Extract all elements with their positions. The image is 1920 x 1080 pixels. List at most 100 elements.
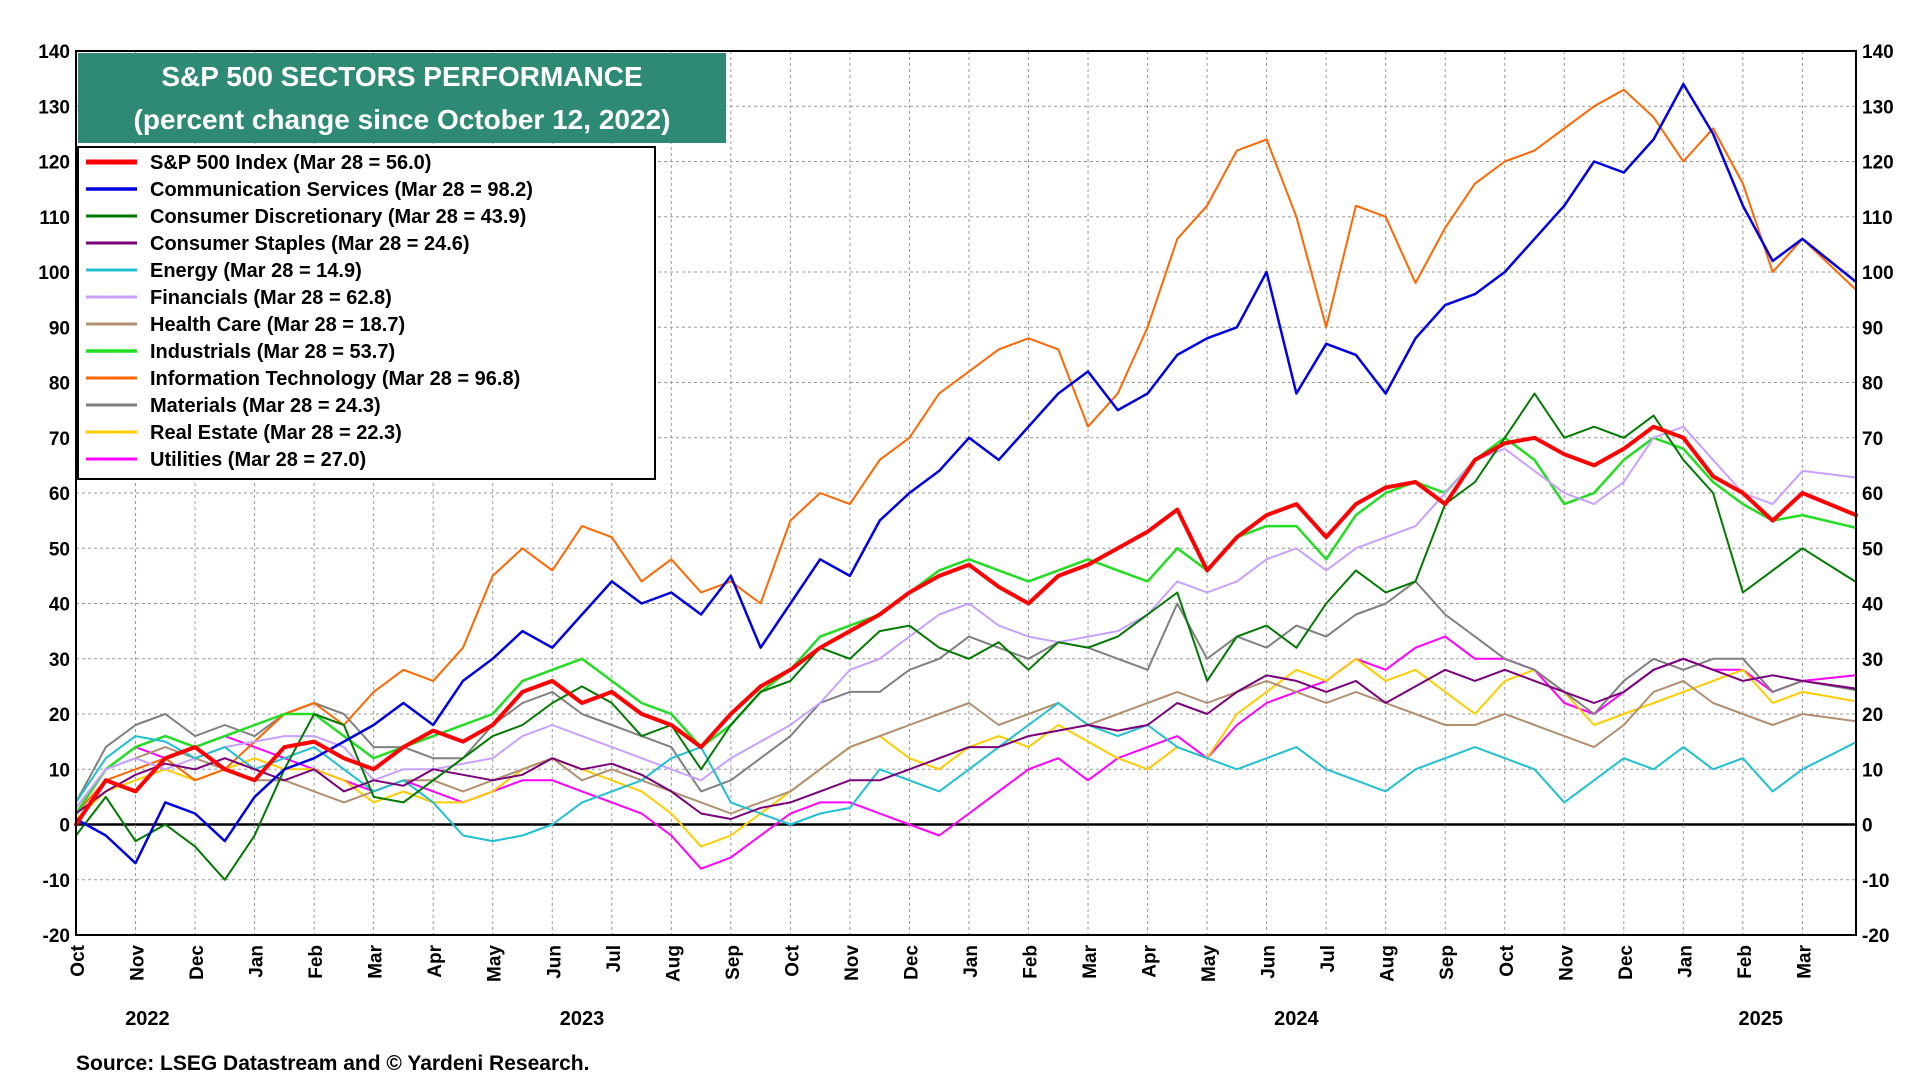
series-line-industrials	[74, 436, 1858, 815]
y-tick-label-right: 40	[1862, 595, 1883, 616]
y-tick-label-left: 70	[49, 429, 70, 450]
x-tick-label-month: Jan	[247, 945, 268, 978]
y-tick-label-right: 80	[1862, 374, 1883, 395]
y-tick-label-left: 20	[49, 705, 70, 726]
x-year-label: 2025	[1738, 1008, 1783, 1030]
y-tick-label-left: 140	[38, 42, 70, 63]
y-tick-label-right: 90	[1862, 318, 1883, 339]
x-year-label: 2023	[560, 1008, 605, 1030]
legend: S&P 500 Index (Mar 28 = 56.0) Communicati…	[77, 146, 656, 480]
x-tick-label-month: Jul	[1318, 945, 1339, 972]
x-tick-label-month: Feb	[306, 945, 327, 979]
y-tick-label-left: 10	[49, 760, 70, 781]
y-tick-label-left: 60	[49, 484, 70, 505]
x-tick-label-month: Nov	[842, 945, 863, 981]
series-line-real-estate	[75, 657, 1857, 848]
x-tick-label-month: May	[485, 945, 506, 982]
y-tick-label-left: 0	[59, 816, 70, 837]
y-tick-label-right: 110	[1862, 208, 1893, 229]
x-tick-label-month: Oct	[782, 944, 803, 976]
y-tick-label-right: 60	[1862, 484, 1883, 505]
x-tick-label-month: Aug	[1378, 945, 1399, 982]
x-tick-label-month: Nov	[128, 945, 149, 981]
legend-label: Consumer Staples (Mar 28 = 24.6)	[150, 233, 470, 255]
y-tick-label-right: 70	[1862, 429, 1883, 450]
y-tick-label-right: 10	[1862, 760, 1883, 781]
legend-label: Industrials (Mar 28 = 53.7)	[150, 341, 395, 363]
series-line-consumer-discretionary	[75, 392, 1857, 881]
series-line-health-care	[75, 679, 1857, 815]
chart-title: S&P 500 SECTORS PERFORMANCE	[161, 61, 642, 92]
x-tick-label-month: Feb	[1021, 945, 1042, 979]
x-tick-label-month: Nov	[1556, 945, 1577, 981]
x-tick-label-month: Jul	[604, 945, 625, 972]
y-tick-label-right: 120	[1862, 153, 1894, 174]
series-line-s-p-500-index	[74, 424, 1858, 827]
x-tick-label-month: Dec	[1616, 945, 1637, 980]
x-year-label: 2024	[1274, 1008, 1319, 1030]
x-tick-label-month: Oct	[68, 944, 89, 976]
y-tick-label-right: 20	[1862, 705, 1883, 726]
series-line-energy	[75, 702, 1857, 843]
y-tick-label-left: 50	[49, 539, 70, 560]
y-tick-label-left: 120	[38, 153, 70, 174]
y-tick-label-left: 40	[49, 595, 70, 616]
source-note: Source: LSEG Datastream and © Yardeni Re…	[76, 1052, 589, 1075]
x-tick-label-month: Jun	[1259, 945, 1280, 979]
x-tick-label-month: Apr	[425, 944, 446, 977]
x-tick-label-month: Feb	[1735, 945, 1756, 979]
x-tick-label-month: Oct	[1497, 944, 1518, 976]
x-tick-label-month: Dec	[187, 945, 208, 980]
y-tick-label-left: 80	[49, 374, 70, 395]
y-tick-label-left: 110	[39, 208, 70, 229]
y-tick-label-left: 30	[49, 650, 70, 671]
x-tick-label-month: May	[1199, 945, 1220, 982]
legend-label: Communication Services (Mar 28 = 98.2)	[150, 179, 533, 201]
y-tick-label-right: 130	[1862, 97, 1894, 118]
axis-layer: -20 -20 -10 -10 0 0 10 10 20 20 30 30 40 40 50 50 60 60 70…	[38, 42, 1893, 1030]
series-line-consumer-staples	[75, 657, 1857, 820]
x-tick-label-month: Aug	[663, 945, 684, 982]
x-tick-label-month: Dec	[901, 945, 922, 980]
y-tick-label-left: 100	[38, 263, 70, 284]
legend-label: Consumer Discretionary (Mar 28 = 43.9)	[150, 206, 526, 228]
x-tick-label-month: Jun	[544, 945, 565, 979]
series-layer	[74, 82, 1858, 881]
series-line-communication-services	[74, 82, 1858, 865]
y-tick-label-left: 90	[49, 318, 70, 339]
y-tick-label-right: 140	[1862, 42, 1894, 63]
series-line-information-technology	[75, 88, 1857, 815]
legend-label: S&P 500 Index (Mar 28 = 56.0)	[150, 152, 431, 174]
title-background	[78, 53, 726, 143]
x-tick-label-month: Sep	[723, 945, 744, 980]
y-tick-label-right: -10	[1862, 871, 1889, 892]
series-line-materials	[75, 580, 1857, 804]
legend-label: Information Technology (Mar 28 = 96.8)	[150, 368, 520, 390]
x-tick-label-month: Mar	[366, 944, 387, 978]
y-tick-label-right: 30	[1862, 650, 1883, 671]
y-tick-label-right: 100	[1862, 263, 1894, 284]
legend-label: Real Estate (Mar 28 = 22.3)	[150, 422, 402, 444]
x-tick-label-month: Jan	[1675, 945, 1696, 978]
y-tick-label-left: -20	[43, 926, 70, 947]
y-tick-label-left: 130	[38, 97, 70, 118]
y-tick-label-right: -20	[1862, 926, 1889, 947]
series-line-financials	[75, 425, 1857, 809]
title-box: S&P 500 SECTORS PERFORMANCE (percent cha…	[78, 53, 726, 143]
plot-frame	[75, 50, 1857, 936]
chart-subtitle: (percent change since October 12, 2022)	[134, 104, 671, 135]
x-tick-label-month: Mar	[1794, 944, 1815, 978]
legend-box	[77, 146, 656, 480]
legend-label: Energy (Mar 28 = 14.9)	[150, 260, 362, 282]
x-tick-label-month: Apr	[1140, 944, 1161, 977]
x-tick-label-month: Jan	[961, 945, 982, 978]
y-tick-label-left: -10	[43, 871, 70, 892]
legend-label: Health Care (Mar 28 = 18.7)	[150, 314, 405, 336]
series-line-utilities	[75, 635, 1857, 870]
legend-label: Financials (Mar 28 = 62.8)	[150, 287, 392, 309]
x-tick-label-month: Mar	[1080, 944, 1101, 978]
legend-label: Materials (Mar 28 = 24.3)	[150, 395, 381, 417]
y-tick-label-right: 0	[1862, 816, 1873, 837]
